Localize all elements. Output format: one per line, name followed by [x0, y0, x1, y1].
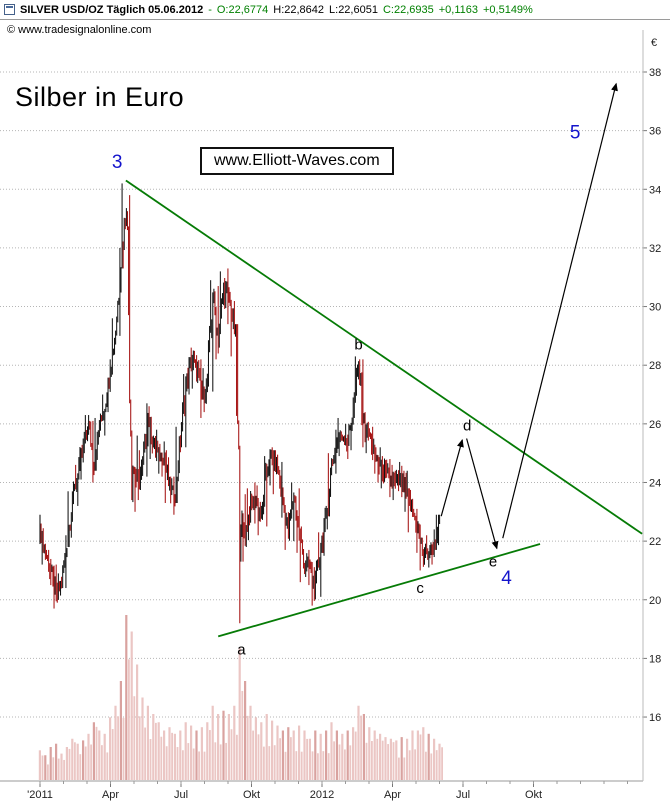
- volume-bars: [38, 615, 443, 780]
- change-absolute: +0,1163: [438, 3, 478, 16]
- separator: -: [208, 3, 212, 16]
- projection-arrows: [440, 82, 618, 550]
- x-tick-label: '2011: [27, 789, 53, 801]
- x-tick-label: Okt: [525, 789, 542, 801]
- x-tick-label: Jul: [174, 789, 188, 801]
- close-value: C:22,6935: [382, 3, 434, 16]
- copyright-text: © www.tradesignalonline.com: [7, 24, 152, 36]
- y-tick-label: 32: [649, 243, 661, 255]
- change-percent: +0,5149%: [482, 3, 533, 16]
- y-tick-label: 30: [649, 302, 661, 314]
- currency-symbol: €: [651, 37, 657, 49]
- y-tick-label: 36: [649, 126, 661, 138]
- wave-label-a: a: [237, 642, 246, 659]
- chart-title: Silber in Euro: [15, 82, 185, 112]
- high-value: H:22,8642: [273, 3, 325, 16]
- window-icon[interactable]: [4, 4, 15, 15]
- wave-label-5: 5: [570, 123, 581, 144]
- watermark-box: www.Elliott-Waves.com: [200, 147, 394, 175]
- x-tick-label: 2012: [310, 789, 334, 801]
- upper-descending-line: [125, 179, 643, 535]
- instrument-title: SILVER USD/OZ Täglich 05.06.2012: [20, 3, 204, 16]
- wave-label-c: c: [416, 580, 424, 597]
- wave-label-e: e: [489, 554, 497, 571]
- y-tick-label: 34: [649, 184, 661, 196]
- x-tick-label: Okt: [243, 789, 260, 801]
- wave-label-d: d: [463, 417, 471, 434]
- title-bar: SILVER USD/OZ Täglich 05.06.2012 - O:22,…: [0, 0, 670, 20]
- y-tick-label: 38: [649, 67, 661, 79]
- y-tick-label: 18: [649, 653, 661, 665]
- x-tick-label: Apr: [102, 789, 119, 801]
- y-tick-label: 24: [649, 477, 661, 489]
- wave-label-4: 4: [501, 568, 512, 589]
- low-value: L:22,6051: [329, 3, 378, 16]
- wave-labels: 3 a b c d e4 5: [112, 123, 580, 659]
- y-tick-label: 28: [649, 360, 661, 372]
- x-tick-label: Apr: [384, 789, 401, 801]
- projection-up-to-d: [440, 439, 464, 517]
- x-tick-label: Jul: [456, 789, 470, 801]
- y-tick-label: 20: [649, 595, 661, 607]
- y-tick-label: 16: [649, 712, 661, 724]
- projection-down-to-e: [466, 438, 499, 550]
- open-value: O:22,6774: [216, 3, 269, 16]
- lower-ascending-line: [217, 543, 541, 638]
- trendlines: [125, 179, 643, 638]
- y-tick-label: 26: [649, 419, 661, 431]
- projection-wave-5: [502, 82, 618, 539]
- wave-label-b: b: [354, 337, 362, 354]
- wave-label-3: 3: [112, 152, 123, 173]
- gridlines: [0, 71, 643, 718]
- candlesticks: [39, 183, 441, 624]
- y-tick-label: 22: [649, 536, 661, 548]
